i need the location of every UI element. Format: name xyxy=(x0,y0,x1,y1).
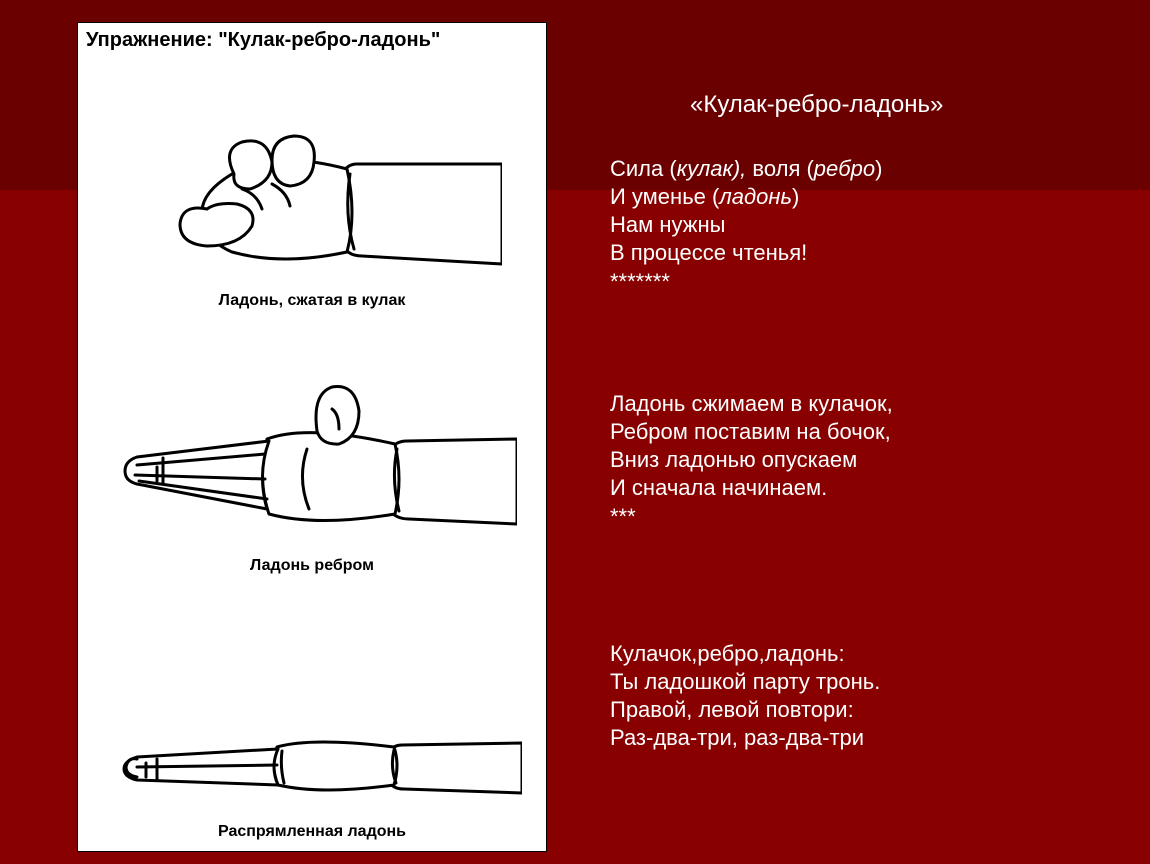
poem-title: «Кулак-ребро-ладонь» xyxy=(690,90,943,121)
hand-edge-icon xyxy=(107,359,517,549)
t: И уменье ( xyxy=(610,184,719,209)
s1-l3: Нам нужны xyxy=(610,211,882,239)
s3-l2: Ты ладошкой парту тронь. xyxy=(610,668,880,696)
stanza-1: Сила (кулак), воля (ребро) И уменье (лад… xyxy=(610,155,882,296)
s1-l4: В процессе чтенья! xyxy=(610,239,882,267)
stanza-3: Кулачок,ребро,ладонь: Ты ладошкой парту … xyxy=(610,640,880,753)
t: ) xyxy=(792,184,799,209)
s2-l4: И сначала начинаем. xyxy=(610,474,893,502)
panel-fist: Ладонь, сжатая в кулак xyxy=(78,54,546,320)
panel-flat: Распрямленная ладонь xyxy=(78,585,546,851)
s2-l2: Ребром поставим на бочок, xyxy=(610,418,893,446)
exercise-diagram: Упражнение: "Кулак-ребро-ладонь" xyxy=(77,22,547,852)
s3-l4: Раз-два-три, раз-два-три xyxy=(610,724,880,752)
slide: Упражнение: "Кулак-ребро-ладонь" xyxy=(0,0,1150,864)
caption-edge: Ладонь ребром xyxy=(250,557,374,575)
t: Сила ( xyxy=(610,156,677,181)
hand-fist-icon xyxy=(122,94,502,284)
s2-l3: Вниз ладонью опускаем xyxy=(610,446,893,474)
s1-l2: И уменье (ладонь) xyxy=(610,183,882,211)
panel-edge: Ладонь ребром xyxy=(78,320,546,586)
t-italic: ребро xyxy=(814,156,875,181)
caption-fist: Ладонь, сжатая в кулак xyxy=(219,292,406,310)
t: ) xyxy=(875,156,882,181)
t-italic: кулак), xyxy=(677,156,747,181)
diagram-title-quoted: "Кулак-ребро-ладонь" xyxy=(218,29,440,51)
s3-l1: Кулачок,ребро,ладонь: xyxy=(610,640,880,668)
t-italic: ладонь xyxy=(719,184,792,209)
t: воля ( xyxy=(746,156,814,181)
stanza-2: Ладонь сжимаем в кулачок, Ребром постави… xyxy=(610,390,893,531)
s1-sep: ******* xyxy=(610,268,882,296)
diagram-title-prefix: Упражнение: xyxy=(86,29,218,51)
hand-flat-icon xyxy=(102,695,522,815)
s1-l1: Сила (кулак), воля (ребро) xyxy=(610,155,882,183)
caption-flat: Распрямленная ладонь xyxy=(218,823,406,841)
s2-sep: *** xyxy=(610,503,893,531)
s2-l1: Ладонь сжимаем в кулачок, xyxy=(610,390,893,418)
s3-l3: Правой, левой повтори: xyxy=(610,696,880,724)
diagram-title: Упражнение: "Кулак-ребро-ладонь" xyxy=(78,23,546,54)
